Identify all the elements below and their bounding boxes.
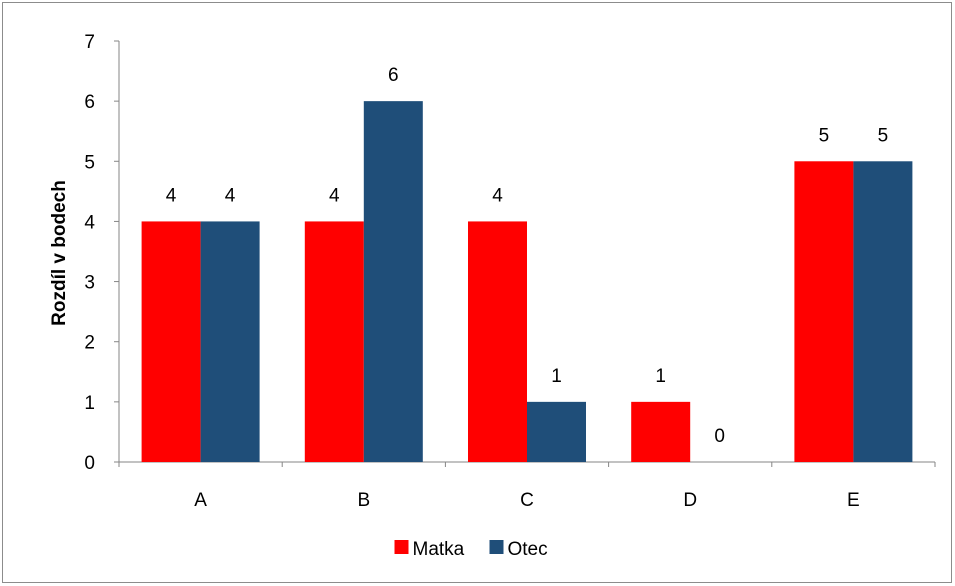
x-tick-label: C [520, 490, 534, 511]
x-tick-label: D [683, 490, 697, 511]
y-tick-label: 3 [84, 273, 95, 294]
bar-matka [141, 221, 201, 462]
x-tick-label: E [847, 490, 860, 511]
y-tick-label: 7 [84, 32, 95, 53]
y-tick-label: 4 [84, 212, 95, 233]
data-label: 5 [819, 125, 830, 146]
data-label: 1 [655, 366, 666, 387]
y-axis-title: Rozdíl v bodech [49, 180, 70, 326]
legend-label: Matka [413, 539, 465, 560]
bar-matka [468, 221, 527, 462]
y-tick-label: 6 [84, 92, 95, 113]
data-label: 4 [166, 185, 177, 206]
x-tick-label: A [194, 490, 207, 511]
legend-label: Otec [508, 539, 548, 560]
legend-swatch-otec [489, 540, 504, 554]
data-label: 1 [551, 366, 562, 387]
bar-matka [304, 221, 364, 462]
data-label: 4 [492, 185, 503, 206]
data-label: 4 [225, 185, 236, 206]
legend-swatch-matka [394, 540, 409, 554]
bar-otec [527, 401, 586, 462]
data-label: 6 [388, 65, 399, 86]
bar-matka [631, 401, 691, 462]
bar-otec [200, 221, 260, 462]
data-label: 4 [329, 185, 340, 206]
y-tick-label: 0 [84, 453, 95, 474]
bar-otec [853, 161, 913, 463]
bar-chart: Rozdíl v bodech 0 1 2 3 4 5 6 7 A B C D E 4 4 4 6 4 1 1 0 5 5… [49, 32, 936, 560]
y-tick-label: 5 [84, 152, 95, 173]
data-label: 5 [878, 125, 889, 146]
bar-matka [794, 161, 854, 463]
y-tick-label: 2 [84, 333, 95, 354]
x-tick-label: B [357, 490, 370, 511]
bar-otec [363, 101, 423, 463]
y-tick-label: 1 [84, 393, 95, 414]
data-label: 0 [714, 426, 725, 447]
